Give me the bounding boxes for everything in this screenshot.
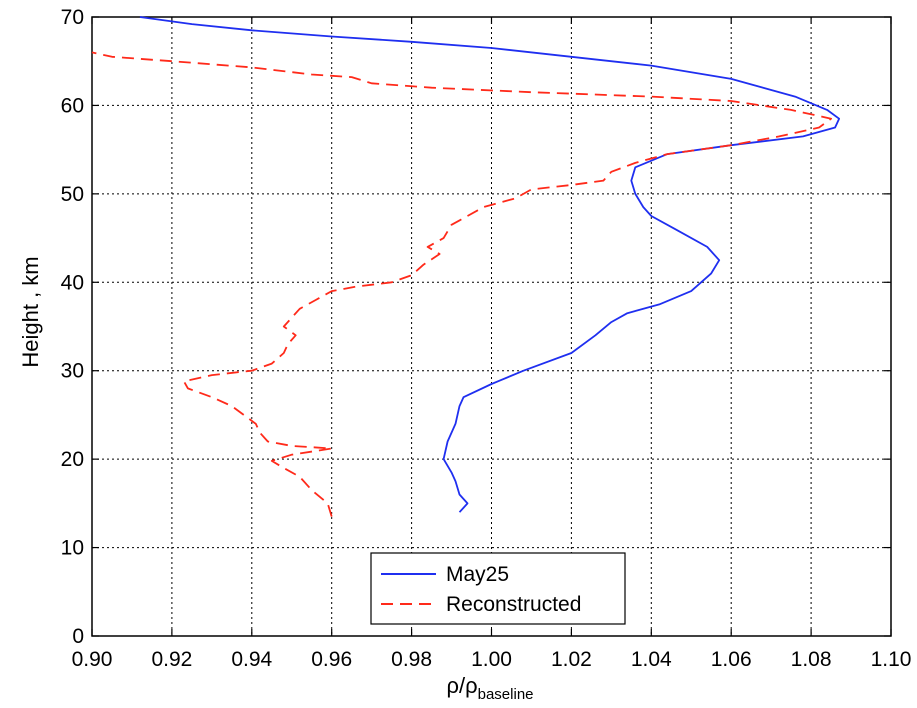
legend-label-reconstructed: Reconstructed	[446, 593, 581, 616]
y-tick-label: 70	[61, 6, 84, 29]
x-tick-label: 0.94	[231, 648, 272, 671]
legend-label-may25: May25	[446, 563, 509, 586]
x-tick-label: 0.92	[151, 648, 192, 671]
series-line-may25	[139, 16, 840, 513]
x-tick-label: 1.06	[711, 648, 752, 671]
x-tick-label: 1.00	[471, 648, 512, 671]
x-tick-label: 1.08	[791, 648, 832, 671]
y-tick-label: 40	[61, 271, 84, 294]
legend-box	[370, 552, 626, 625]
x-tick-label: 0.96	[311, 648, 352, 671]
x-axis-label: ρ/ρbaseline	[446, 673, 533, 703]
y-tick-label: 10	[61, 537, 84, 560]
y-tick-label: 30	[61, 360, 84, 383]
grid	[92, 17, 891, 636]
y-tick-label: 60	[61, 94, 84, 117]
y-tick-label: 0	[72, 625, 84, 648]
ticks	[91, 16, 892, 637]
legend: May25 Reconstructed	[370, 552, 626, 625]
x-tick-label: 0.90	[72, 648, 113, 671]
x-tick-label: 1.10	[871, 648, 912, 671]
x-tick-label: 1.04	[631, 648, 672, 671]
x-tick-label: 0.98	[391, 648, 432, 671]
y-tick-label: 50	[61, 183, 84, 206]
series-layer	[91, 16, 840, 517]
x-axis-label-main: ρ/ρ	[446, 673, 477, 698]
series-line-reconstructed	[91, 51, 832, 517]
x-tick-label: 1.02	[551, 648, 592, 671]
y-tick-label: 20	[61, 448, 84, 471]
y-tick-labels: 0 10 20 30 40 50 60 70	[61, 6, 84, 648]
x-axis-label-subscript: baseline	[478, 686, 534, 703]
x-tick-labels: 0.90 0.92 0.94 0.96 0.98 1.00 1.02 1.04 1.06 1.08…	[72, 648, 912, 671]
y-axis-label: Height , km	[18, 256, 43, 367]
